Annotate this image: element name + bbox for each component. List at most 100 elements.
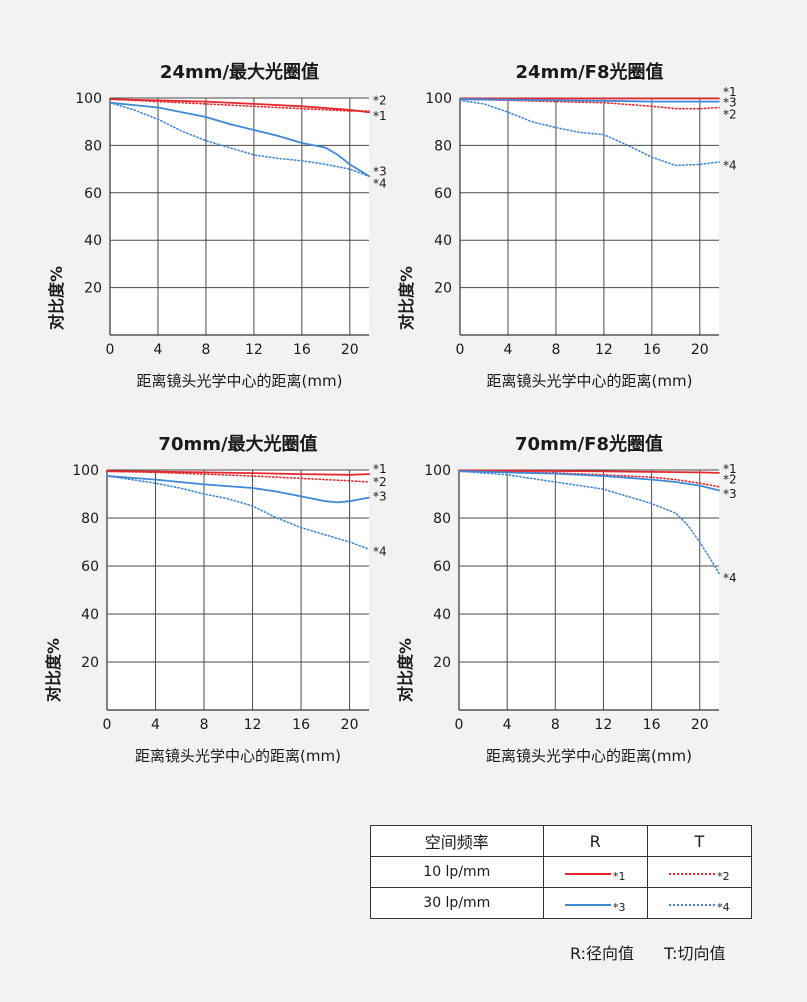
y-tick-label: 80 xyxy=(81,511,99,527)
y-tick-label: 20 xyxy=(433,655,451,671)
series-end-label: *3 xyxy=(373,489,387,503)
series-end-label: *4 xyxy=(373,545,387,559)
x-tick-label: 0 xyxy=(106,342,115,358)
series-end-label: *3 xyxy=(723,487,737,501)
x-tick-label: 4 xyxy=(154,342,163,358)
series-line-3 xyxy=(106,475,370,504)
y-tick-label: 100 xyxy=(425,91,452,107)
series-end-label: *2 xyxy=(723,473,737,487)
series-end-label: *1 xyxy=(373,109,387,123)
x-tick-label: 4 xyxy=(151,717,160,733)
legend-marker-3: *3 xyxy=(612,900,626,914)
plot-area-2 xyxy=(460,98,719,335)
legend-header-r: R xyxy=(542,825,648,857)
x-tick-label: 8 xyxy=(201,342,210,358)
legend-marker-4: *4 xyxy=(717,900,730,914)
y-tick-label: 100 xyxy=(75,91,102,107)
y-tick-label: 80 xyxy=(84,138,102,154)
series-line-1 xyxy=(106,470,370,476)
series-line-1 xyxy=(109,98,370,114)
y-tick-label: 60 xyxy=(434,186,452,202)
series-end-label: *1 xyxy=(723,462,737,476)
series-end-label: *3 xyxy=(373,164,387,178)
footnote-r: R:径向值 xyxy=(570,944,635,963)
series-end-label: *4 xyxy=(723,571,737,585)
legend-marker-1: *1 xyxy=(612,869,626,883)
legend-sample-r3: *3 xyxy=(542,887,648,919)
series-end-label: *3 xyxy=(723,96,737,110)
y-tick-label: 100 xyxy=(72,463,99,479)
y-tick-label: 40 xyxy=(81,607,99,623)
legend-header-freq: 空间频率 xyxy=(370,825,544,857)
x-tick-label: 8 xyxy=(551,342,560,358)
series-end-label: *1 xyxy=(373,462,387,476)
y-tick-label: 80 xyxy=(434,138,452,154)
chart-title: 70mm/F8光圈值 xyxy=(515,433,663,455)
x-tick-label: 0 xyxy=(456,342,465,358)
y-tick-label: 40 xyxy=(434,233,452,249)
x-axis-label: 距离镜头光学中心的距离(mm) xyxy=(486,747,692,765)
series-line-2 xyxy=(458,469,720,488)
y-tick-label: 60 xyxy=(433,559,451,575)
series-end-label: *2 xyxy=(723,108,737,122)
legend-sample-t4: *4 xyxy=(646,887,753,919)
legend-row-10lp: 10 lp/mm *1 *2 xyxy=(370,856,753,888)
series-line-4 xyxy=(459,99,720,167)
series-line-4 xyxy=(458,470,720,575)
x-tick-label: 0 xyxy=(455,717,464,733)
series-line-1 xyxy=(458,469,720,474)
series-line-2 xyxy=(109,98,370,112)
legend-row-30lp: 30 lp/mm *3 *4 xyxy=(370,887,753,919)
chart-title: 70mm/最大光圈值 xyxy=(158,433,317,455)
x-tick-label: 12 xyxy=(595,717,613,733)
x-tick-label: 16 xyxy=(292,717,310,733)
y-tick-label: 20 xyxy=(434,281,452,297)
y-axis-label: 对比度% xyxy=(47,266,66,330)
x-tick-label: 12 xyxy=(245,342,263,358)
legend-freq-30: 30 lp/mm xyxy=(370,887,544,919)
x-tick-label: 20 xyxy=(341,342,359,358)
x-axis-label: 距离镜头光学中心的距离(mm) xyxy=(135,747,341,765)
x-tick-label: 0 xyxy=(103,717,112,733)
series-end-label: *2 xyxy=(373,93,387,107)
series-line-3 xyxy=(109,101,370,178)
series-line-3 xyxy=(459,98,720,103)
series-line-2 xyxy=(106,470,370,483)
legend-sample-t2: *2 xyxy=(646,856,753,888)
series-line-4 xyxy=(109,101,370,177)
y-axis-label: 对比度% xyxy=(44,638,63,702)
y-tick-label: 20 xyxy=(81,655,99,671)
plot-area-1 xyxy=(110,98,369,335)
x-tick-label: 16 xyxy=(643,717,661,733)
x-tick-label: 8 xyxy=(551,717,560,733)
y-tick-label: 40 xyxy=(84,233,102,249)
legend-table: 空间频率 R T 10 lp/mm *1 *2 30 lp/mm *3 *4 xyxy=(370,825,753,919)
series-line-3 xyxy=(458,470,720,492)
legend-marker-2: *2 xyxy=(717,869,730,883)
legend-header-t: T xyxy=(646,825,753,857)
chart-title: 24mm/最大光圈值 xyxy=(160,61,319,83)
y-tick-label: 100 xyxy=(424,463,451,479)
series-line-4 xyxy=(106,475,370,551)
series-end-label: *4 xyxy=(723,159,737,173)
footnote: R:径向值 T:切向值 xyxy=(570,940,725,964)
x-tick-label: 20 xyxy=(691,342,709,358)
x-axis-label: 距离镜头光学中心的距离(mm) xyxy=(487,372,693,390)
x-tick-label: 16 xyxy=(643,342,661,358)
x-tick-label: 12 xyxy=(595,342,613,358)
y-tick-label: 40 xyxy=(433,607,451,623)
series-end-label: *1 xyxy=(723,85,737,99)
chart-title: 24mm/F8光圈值 xyxy=(516,61,664,83)
x-tick-label: 16 xyxy=(293,342,311,358)
y-tick-label: 60 xyxy=(81,559,99,575)
footnote-t: T:切向值 xyxy=(664,944,726,963)
y-axis-label: 对比度% xyxy=(397,266,416,330)
x-tick-label: 12 xyxy=(244,717,262,733)
legend-sample-r1: *1 xyxy=(542,856,648,888)
x-tick-label: 20 xyxy=(691,717,709,733)
x-tick-label: 4 xyxy=(504,342,513,358)
plot-area-4 xyxy=(459,470,719,710)
x-tick-label: 8 xyxy=(200,717,209,733)
mtf-charts: 0 4 8 12 16 202040608010024mm/最大光圈值距离镜头光学中心的距… xyxy=(44,61,737,765)
plot-area-3 xyxy=(107,470,369,710)
